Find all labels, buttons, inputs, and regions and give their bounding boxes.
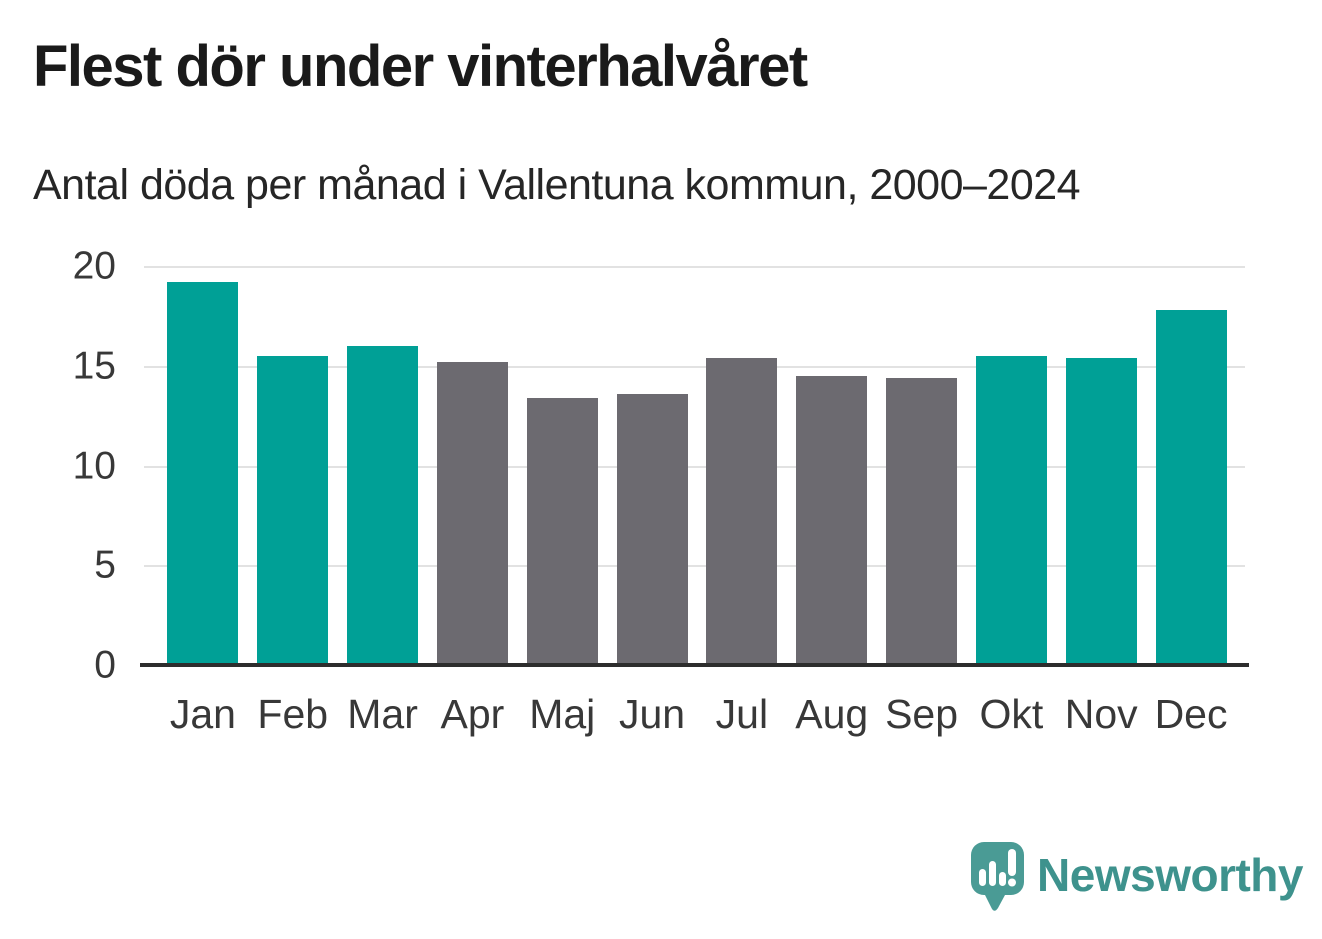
chart-title: Flest dör under vinterhalvåret xyxy=(33,34,808,99)
x-tick-label-maj: Maj xyxy=(529,691,596,737)
bar-aug xyxy=(796,375,868,665)
x-tick-label-apr: Apr xyxy=(440,691,505,737)
x-tick-label-nov: Nov xyxy=(1064,691,1138,737)
y-tick-label-0: 0 xyxy=(94,643,116,687)
x-tick-label-dec: Dec xyxy=(1154,691,1228,737)
bar-slot-jul xyxy=(697,266,787,665)
bar-slot-aug xyxy=(787,266,877,665)
bar-slot-apr xyxy=(427,266,517,665)
x-tick-label-jun: Jun xyxy=(619,691,686,737)
bar-feb xyxy=(257,355,329,665)
x-tick-label-jan: Jan xyxy=(169,691,236,737)
x-tick-label-jul: Jul xyxy=(715,691,769,737)
bar-dec xyxy=(1155,309,1227,665)
bar-sep xyxy=(886,377,958,665)
bar-jul xyxy=(706,357,778,665)
bar-slot-dec xyxy=(1146,266,1236,665)
y-tick-label-15: 15 xyxy=(72,344,116,388)
x-tick-label-aug: Aug xyxy=(795,691,869,737)
newsworthy-logo-icon xyxy=(971,842,1025,911)
bar-maj xyxy=(526,397,598,665)
bar-slot-sep xyxy=(877,266,967,665)
x-tick-label-sep: Sep xyxy=(885,691,959,737)
gridline-y-15 xyxy=(144,365,1245,368)
x-tick-label-feb: Feb xyxy=(257,691,329,737)
x-axis-labels: Jan Feb Mar Apr Maj Jun Jul Aug Sep Okt Nov Dec xyxy=(144,691,1245,737)
y-tick-label-5: 5 xyxy=(94,543,116,587)
x-tick-label-okt: Okt xyxy=(979,691,1044,737)
bar-okt xyxy=(975,355,1047,665)
bar-apr xyxy=(436,361,508,665)
bar-jun xyxy=(616,393,688,665)
bar-slot-maj xyxy=(517,266,607,665)
bar-slot-jan xyxy=(158,266,248,665)
bar-slot-feb xyxy=(248,266,338,665)
bar-slot-okt xyxy=(966,266,1056,665)
gridline-y-5 xyxy=(144,565,1245,568)
bar-mar xyxy=(347,345,419,665)
y-tick-label-20: 20 xyxy=(72,244,116,288)
bar-slot-nov xyxy=(1056,266,1146,665)
newsworthy-logo-text: Newsworthy xyxy=(1037,849,1303,901)
bar-nov xyxy=(1065,357,1137,665)
y-tick-label-10: 10 xyxy=(72,444,116,487)
chart-subtitle: Antal döda per månad i Vallentuna kommun… xyxy=(33,161,1081,209)
bar-slot-mar xyxy=(338,266,428,665)
bar-jan xyxy=(167,281,239,665)
y-axis-labels: 0 5 10 15 20 xyxy=(0,247,124,685)
newsworthy-branding: Newsworthy xyxy=(971,842,1303,914)
gridline-y-20 xyxy=(144,266,1245,268)
gridline-y-10 xyxy=(144,465,1245,468)
bars-row xyxy=(144,266,1245,665)
bar-slot-jun xyxy=(607,266,697,665)
plot-area xyxy=(144,266,1245,665)
x-tick-label-mar: Mar xyxy=(347,691,418,737)
x-axis-line xyxy=(140,663,1249,667)
